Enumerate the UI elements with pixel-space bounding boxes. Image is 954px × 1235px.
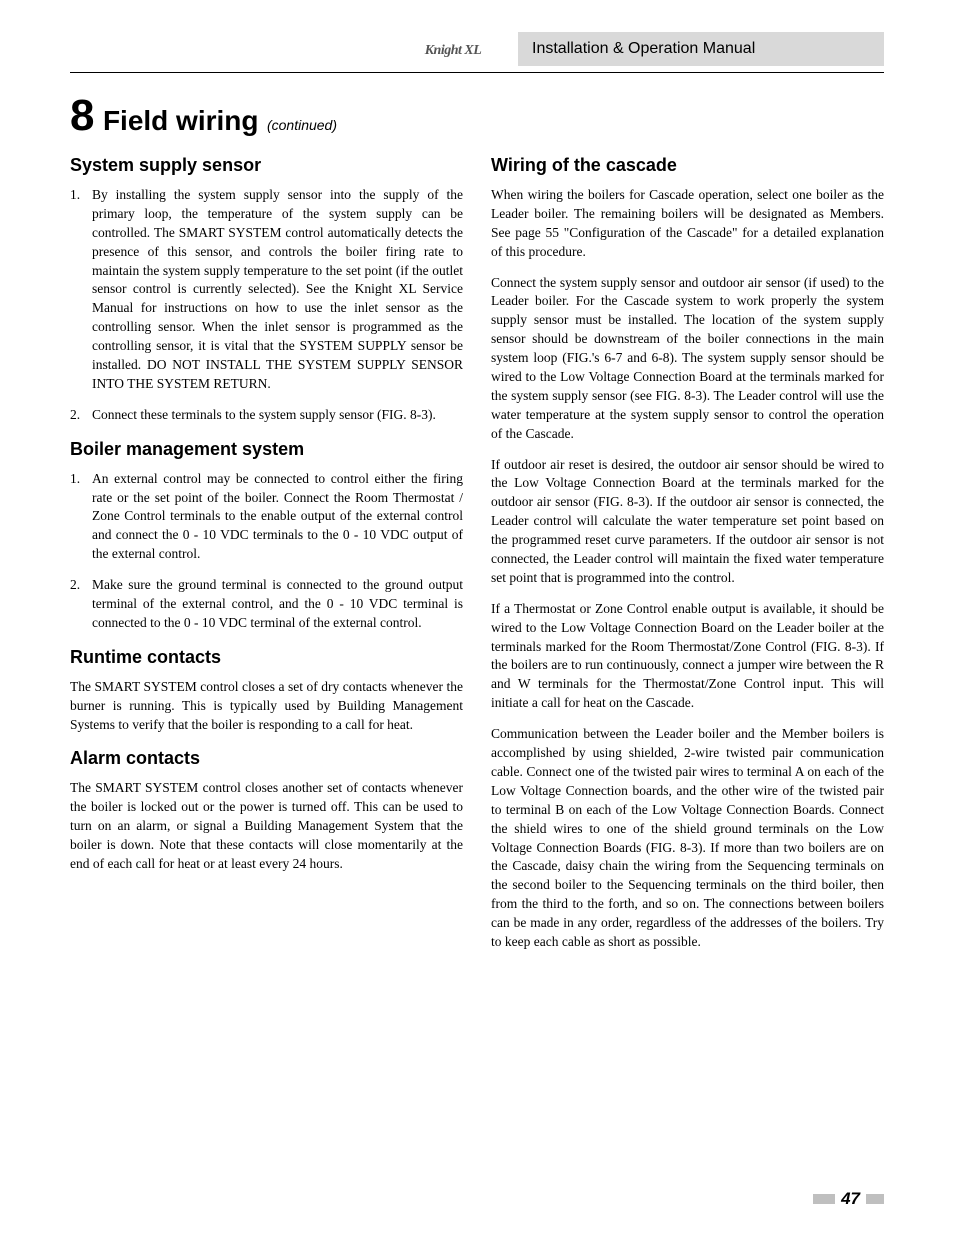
cascade-p5: Communication between the Leader boiler … <box>491 725 884 952</box>
page-header: Knight XL Installation & Operation Manua… <box>70 32 884 73</box>
page-footer: 47 <box>813 1189 884 1209</box>
system-supply-list: By installing the system supply sensor i… <box>70 186 463 425</box>
chapter-title-text: Field wiring <box>103 105 259 136</box>
footer-bar-icon <box>813 1194 835 1204</box>
left-column: System supply sensor By installing the s… <box>70 155 463 964</box>
bms-list: An external control may be connected to … <box>70 470 463 633</box>
cascade-p2: Connect the system supply sensor and out… <box>491 274 884 444</box>
section-heading-system-supply: System supply sensor <box>70 155 463 176</box>
brand-logo: Knight XL <box>408 36 498 66</box>
content-columns: System supply sensor By installing the s… <box>70 155 884 964</box>
section-heading-bms: Boiler management system <box>70 439 463 460</box>
cascade-p4: If a Thermostat or Zone Control enable o… <box>491 600 884 713</box>
section-heading-runtime: Runtime contacts <box>70 647 463 668</box>
list-item: By installing the system supply sensor i… <box>92 186 463 394</box>
chapter-heading: 8 Field wiring (continued) <box>70 91 884 141</box>
list-item: Make sure the ground terminal is connect… <box>92 576 463 633</box>
cascade-p1: When wiring the boilers for Cascade oper… <box>491 186 884 262</box>
chapter-number: 8 <box>70 91 94 140</box>
manual-title-bar: Installation & Operation Manual <box>518 32 884 66</box>
section-heading-cascade: Wiring of the cascade <box>491 155 884 176</box>
alarm-body: The SMART SYSTEM control closes another … <box>70 779 463 873</box>
list-item: Connect these terminals to the system su… <box>92 406 463 425</box>
footer-bar-icon <box>866 1194 884 1204</box>
right-column: Wiring of the cascade When wiring the bo… <box>491 155 884 964</box>
section-heading-alarm: Alarm contacts <box>70 748 463 769</box>
cascade-p3: If outdoor air reset is desired, the out… <box>491 456 884 588</box>
chapter-continued: (continued) <box>267 117 337 133</box>
runtime-body: The SMART SYSTEM control closes a set of… <box>70 678 463 735</box>
page-number: 47 <box>841 1189 860 1209</box>
list-item: An external control may be connected to … <box>92 470 463 564</box>
